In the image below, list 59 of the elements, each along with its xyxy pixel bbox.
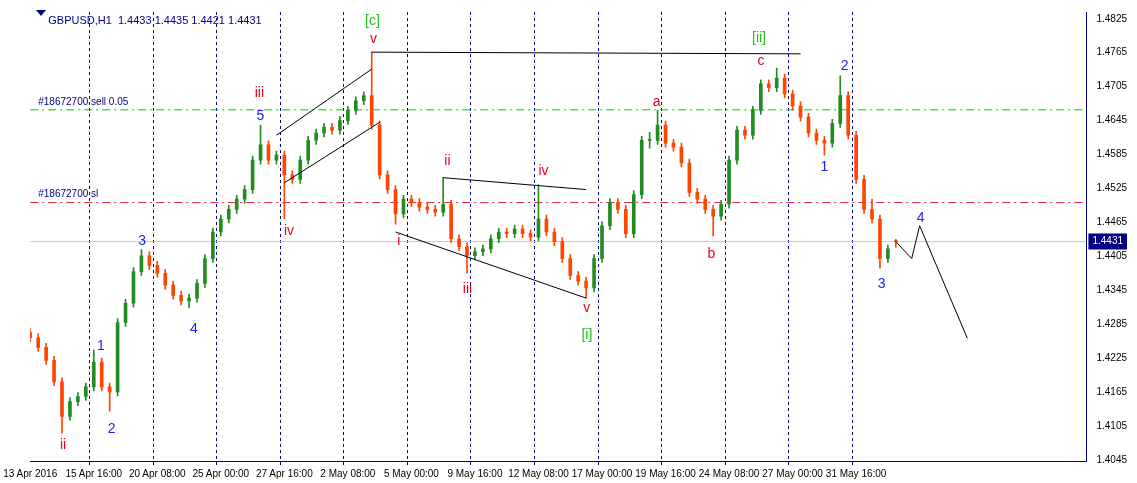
x-tick-label: 25 Apr 00:00 (192, 467, 250, 479)
annotation: 1 (97, 337, 106, 354)
y-tick-label: 1.4225 (1096, 351, 1128, 363)
annotation: [ii] (752, 28, 766, 45)
x-tick-label: 12 May 08:00 (508, 467, 570, 479)
annotation: b (707, 245, 716, 262)
y-tick-label: 1.4285 (1096, 317, 1128, 329)
annotation: iii (254, 83, 265, 100)
annotation: iii (462, 280, 473, 297)
x-tick-label: 27 May 00:00 (762, 467, 824, 479)
chart-title: GBPUSD,H1 1.4433 1.4435 1.4421 1.4431 (48, 13, 262, 26)
annotation: 5 (256, 107, 265, 124)
x-tick-label: 19 May 16:00 (635, 467, 697, 479)
annotation: 2 (840, 57, 849, 74)
ref-line-label: 1.4431 (1092, 235, 1124, 247)
annotation: iv (538, 162, 549, 179)
annotation: 3 (138, 231, 147, 248)
annotation: v (583, 299, 591, 316)
x-tick-label: 24 May 08:00 (698, 467, 760, 479)
annotation: 4 (916, 208, 925, 225)
annotation: [i] (581, 326, 593, 343)
annotation: 4 (190, 319, 199, 336)
y-tick-label: 1.4525 (1096, 182, 1128, 194)
candlestick (441, 177, 446, 217)
x-tick-label: 2 May 08:00 (320, 467, 376, 479)
annotation: c (757, 52, 765, 69)
y-tick-label: 1.4045 (1096, 453, 1128, 465)
y-tick-label: 1.4645 (1096, 114, 1128, 126)
x-tick-label: 27 Apr 16:00 (256, 467, 314, 479)
x-tick-label: 9 May 16:00 (447, 467, 503, 479)
candlestick (711, 205, 716, 237)
y-tick-label: 1.4405 (1096, 250, 1128, 262)
annotation: iv (283, 221, 295, 238)
y-tick-label: 1.4165 (1096, 385, 1128, 397)
annotation: 1 (820, 157, 829, 174)
annotation: [c] (365, 11, 380, 28)
ref-line-label: #18672700 sl (38, 188, 99, 200)
candlestick (187, 293, 191, 309)
annotation: ii (444, 152, 451, 169)
annotation: 2 (107, 420, 116, 437)
x-tick-label: 31 May 16:00 (825, 467, 887, 479)
ref-line-label: #18672700 sell 0.05 (38, 95, 129, 107)
y-tick-label: 1.4765 (1096, 46, 1128, 58)
annotation: ii (59, 436, 67, 453)
annotation: v (370, 29, 377, 46)
y-tick-label: 1.4825 (1096, 12, 1128, 24)
x-tick-label: 13 Apr 2016 (3, 467, 58, 479)
y-tick-label: 1.4705 (1096, 80, 1128, 92)
x-tick-label: 17 May 00:00 (571, 467, 633, 479)
annotation: i (397, 231, 401, 248)
y-tick-label: 1.4585 (1096, 148, 1128, 160)
annotation: 3 (877, 275, 886, 292)
y-tick-label: 1.4105 (1096, 419, 1128, 431)
y-tick-label: 1.4345 (1096, 283, 1128, 295)
x-tick-label: 15 Apr 16:00 (65, 467, 123, 479)
x-tick-label: 20 Apr 08:00 (128, 467, 187, 479)
y-tick-label: 1.4465 (1096, 216, 1128, 228)
annotation: a (652, 92, 661, 109)
x-tick-label: 5 May 00:00 (383, 467, 440, 479)
